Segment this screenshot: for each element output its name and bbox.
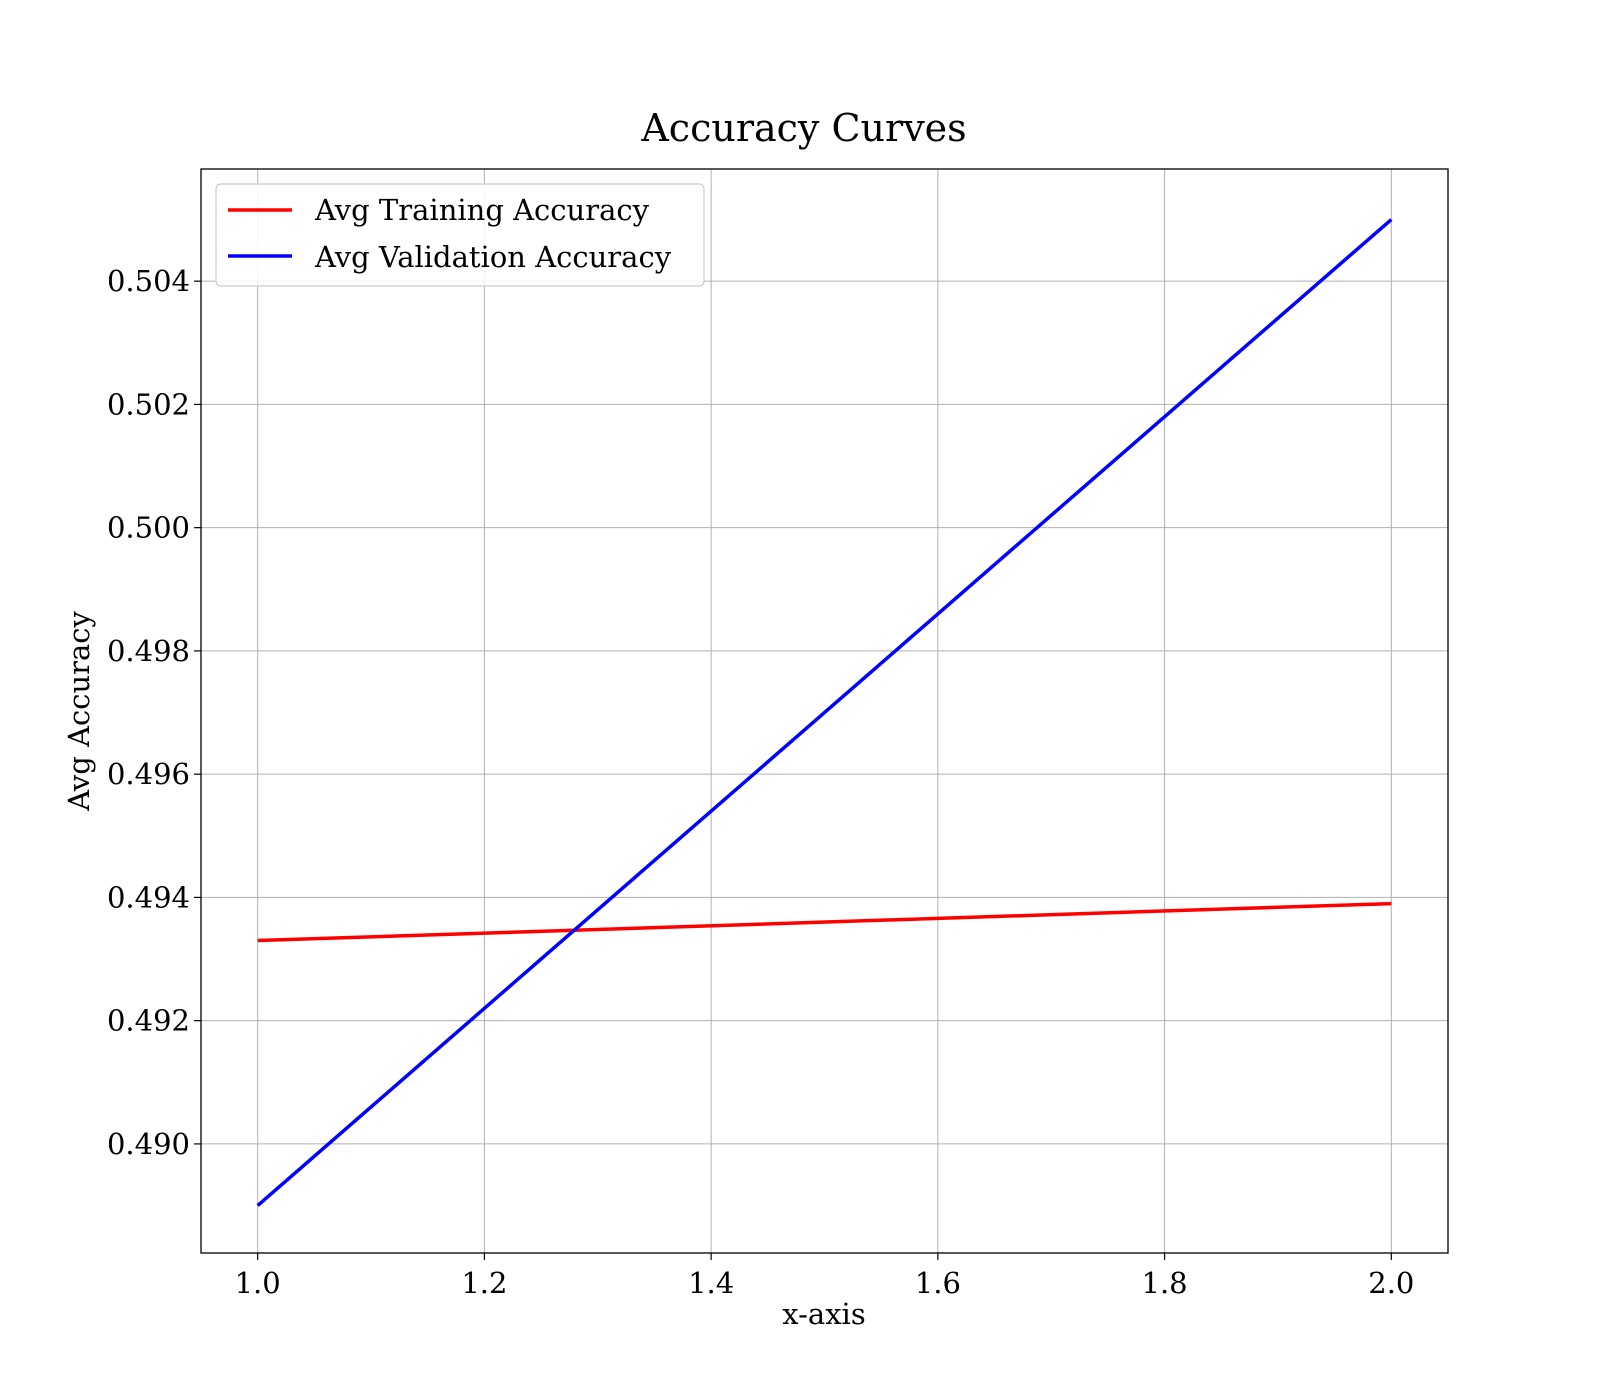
legend: Avg Training Accuracy Avg Validation Acc… (215, 183, 705, 287)
legend-label-training: Avg Training Accuracy (314, 193, 650, 227)
series-line-training (257, 901, 1392, 943)
plot-frame (200, 168, 1449, 1254)
legend-box (215, 183, 705, 287)
y-axis-label: Avg Accuracy (62, 610, 96, 811)
y-tick-label: 0.492 (107, 1004, 190, 1038)
x-tick-label: 2.0 (1368, 1266, 1414, 1300)
chart-title: Accuracy Curves (640, 106, 966, 150)
y-tick-label: 0.494 (107, 880, 190, 914)
x-tick-label: 1.8 (1142, 1266, 1188, 1300)
y-tick-label: 0.496 (107, 757, 190, 791)
y-axis-ticks: 0.490 0.492 0.494 0.496 0.498 0.500 0.502 0.504 (107, 264, 201, 1161)
y-tick-label: 0.490 (107, 1127, 190, 1161)
x-gridlines (257, 169, 1392, 1253)
x-axis-ticks: 1.0 1.2 1.4 1.6 1.8 2.0 (235, 1253, 1414, 1300)
x-tick-label: 1.2 (461, 1266, 507, 1300)
x-tick-label: 1.0 (235, 1266, 281, 1300)
y-tick-label: 0.502 (107, 387, 190, 421)
y-tick-label: 0.500 (107, 511, 190, 545)
y-tick-label: 0.498 (107, 634, 190, 668)
y-gridlines (201, 280, 1448, 1145)
x-tick-label: 1.4 (688, 1266, 734, 1300)
series-lines (256, 218, 1393, 1207)
series-line-validation (256, 218, 1393, 1207)
x-tick-label: 1.6 (915, 1266, 961, 1300)
x-axis-label: x-axis (782, 1297, 865, 1331)
y-tick-label: 0.504 (107, 264, 190, 298)
legend-label-validation: Avg Validation Accuracy (314, 240, 672, 274)
